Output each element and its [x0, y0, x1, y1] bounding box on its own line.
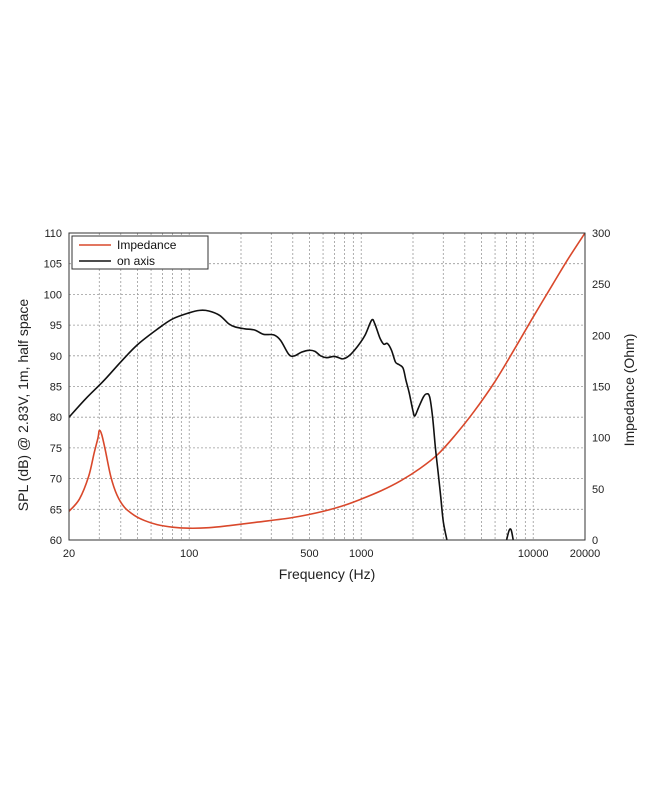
- tick-layer: 20 100 500 1000 10000 20000606570758085909510…: [44, 228, 611, 560]
- y-tick-label: 95: [50, 320, 62, 332]
- x-tick-label: 20000: [570, 548, 601, 560]
- x-tick-label: 20: [63, 548, 75, 560]
- legend: Impedance on axis: [71, 235, 209, 270]
- grid-layer: [69, 233, 585, 540]
- legend-box: [71, 235, 209, 270]
- y2-tick-label: 0: [592, 535, 598, 547]
- y2-axis-label: Impedance (Ohm): [621, 334, 637, 447]
- y-axis-label: SPL (dB) @ 2.83V, 1m, half space: [15, 299, 31, 512]
- y-tick-label: 100: [44, 289, 62, 301]
- y-tick-label: 70: [50, 474, 62, 486]
- x-tick-label: 500: [300, 548, 318, 560]
- series-layer: [68, 232, 586, 541]
- y-tick-label: 85: [50, 382, 62, 394]
- y-tick-label: 75: [50, 443, 62, 455]
- legend-label-on-axis: on axis: [117, 254, 155, 268]
- x-tick-label: 10000: [518, 548, 549, 560]
- series-line-on-axis: [68, 309, 448, 541]
- y2-tick-label: 100: [592, 433, 610, 445]
- y-tick-label: 110: [44, 228, 62, 240]
- plot-frame: [68, 232, 586, 541]
- y2-tick-label: 250: [592, 279, 610, 291]
- legend-label-impedance: Impedance: [117, 238, 177, 252]
- series-line-on-axis: [505, 528, 514, 541]
- series-line-impedance: [68, 232, 586, 530]
- x-axis-label: Frequency (Hz): [279, 566, 375, 582]
- x-tick-label: 100: [180, 548, 198, 560]
- y2-tick-label: 200: [592, 330, 610, 342]
- y-tick-label: 60: [50, 535, 62, 547]
- y2-tick-label: 300: [592, 228, 610, 240]
- y2-tick-label: 150: [592, 382, 610, 394]
- x-tick-label: 1000: [349, 548, 373, 560]
- y-tick-label: 80: [50, 412, 62, 424]
- y-tick-label: 65: [50, 504, 62, 516]
- y-tick-label: 105: [44, 259, 62, 271]
- y-tick-label: 90: [50, 351, 62, 363]
- y2-tick-label: 50: [592, 484, 604, 496]
